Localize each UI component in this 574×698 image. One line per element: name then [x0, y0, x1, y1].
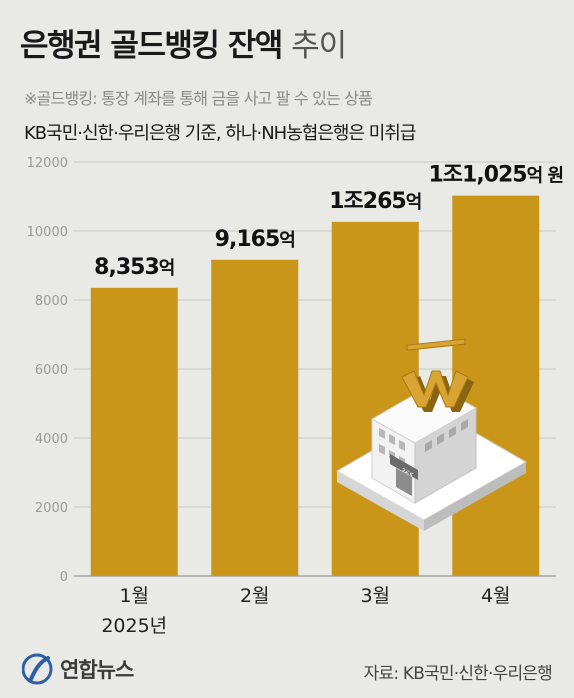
yonhap-logo-icon — [22, 653, 53, 685]
x-tick-label: 4월 — [481, 585, 511, 607]
y-tick-label: 12000 — [27, 156, 68, 171]
bar — [211, 259, 299, 576]
title-light: 추이 — [291, 28, 347, 64]
data-label: 9,165억 — [215, 227, 295, 252]
x-tick-label: 1월 — [119, 585, 149, 607]
x-year-label: 2025년 — [101, 615, 167, 637]
bar — [90, 287, 178, 576]
data-label: 8,353억 — [94, 255, 174, 280]
bar — [331, 221, 419, 577]
y-tick-label: 10000 — [27, 225, 68, 240]
y-tick-label: 0 — [60, 570, 68, 585]
axes: 0 2000 4000 6000 8000 10000 12000 1월 2025년 2월 3월 4월 — [27, 156, 556, 637]
y-tick-label: 2000 — [35, 501, 68, 516]
yonhap-logo: 연합뉴스 — [22, 650, 134, 688]
source-note: 자료: KB국민·신한·우리은행 — [363, 664, 553, 684]
value-labels: 8,353억 9,165억 1조265억 1조1,025억 원 — [94, 163, 564, 280]
page-title: 은행권 골드뱅킹 잔액 추이 — [20, 20, 347, 65]
title-bold: 은행권 골드뱅킹 잔액 — [20, 28, 283, 64]
x-tick-label: 3월 — [360, 585, 390, 607]
y-tick-label: 6000 — [35, 363, 68, 378]
won-symbol-icon — [401, 338, 474, 412]
basis-note: KB국민·신한·우리은행 기준, 하나·NH농협은행은 미취급 — [24, 123, 416, 144]
bank-building-with-won-icon: 365 — [335, 338, 528, 531]
definition-note: ※골드뱅킹: 통장 계좌를 통해 금을 사고 팔 수 있는 상품 — [24, 89, 373, 108]
data-label: 1조265억 — [329, 189, 421, 214]
y-tick-label: 8000 — [35, 294, 68, 309]
y-tick-label: 4000 — [35, 432, 68, 447]
bars — [90, 195, 540, 577]
logo-text: 연합뉴스 — [60, 658, 134, 682]
data-label: 1조1,025억 원 — [428, 163, 563, 188]
bar-chart: 365 8,353억 9,165억 1조265억 1조1,025억 원 0 2000 40… — [27, 156, 564, 637]
x-tick-label: 2월 — [240, 585, 270, 607]
